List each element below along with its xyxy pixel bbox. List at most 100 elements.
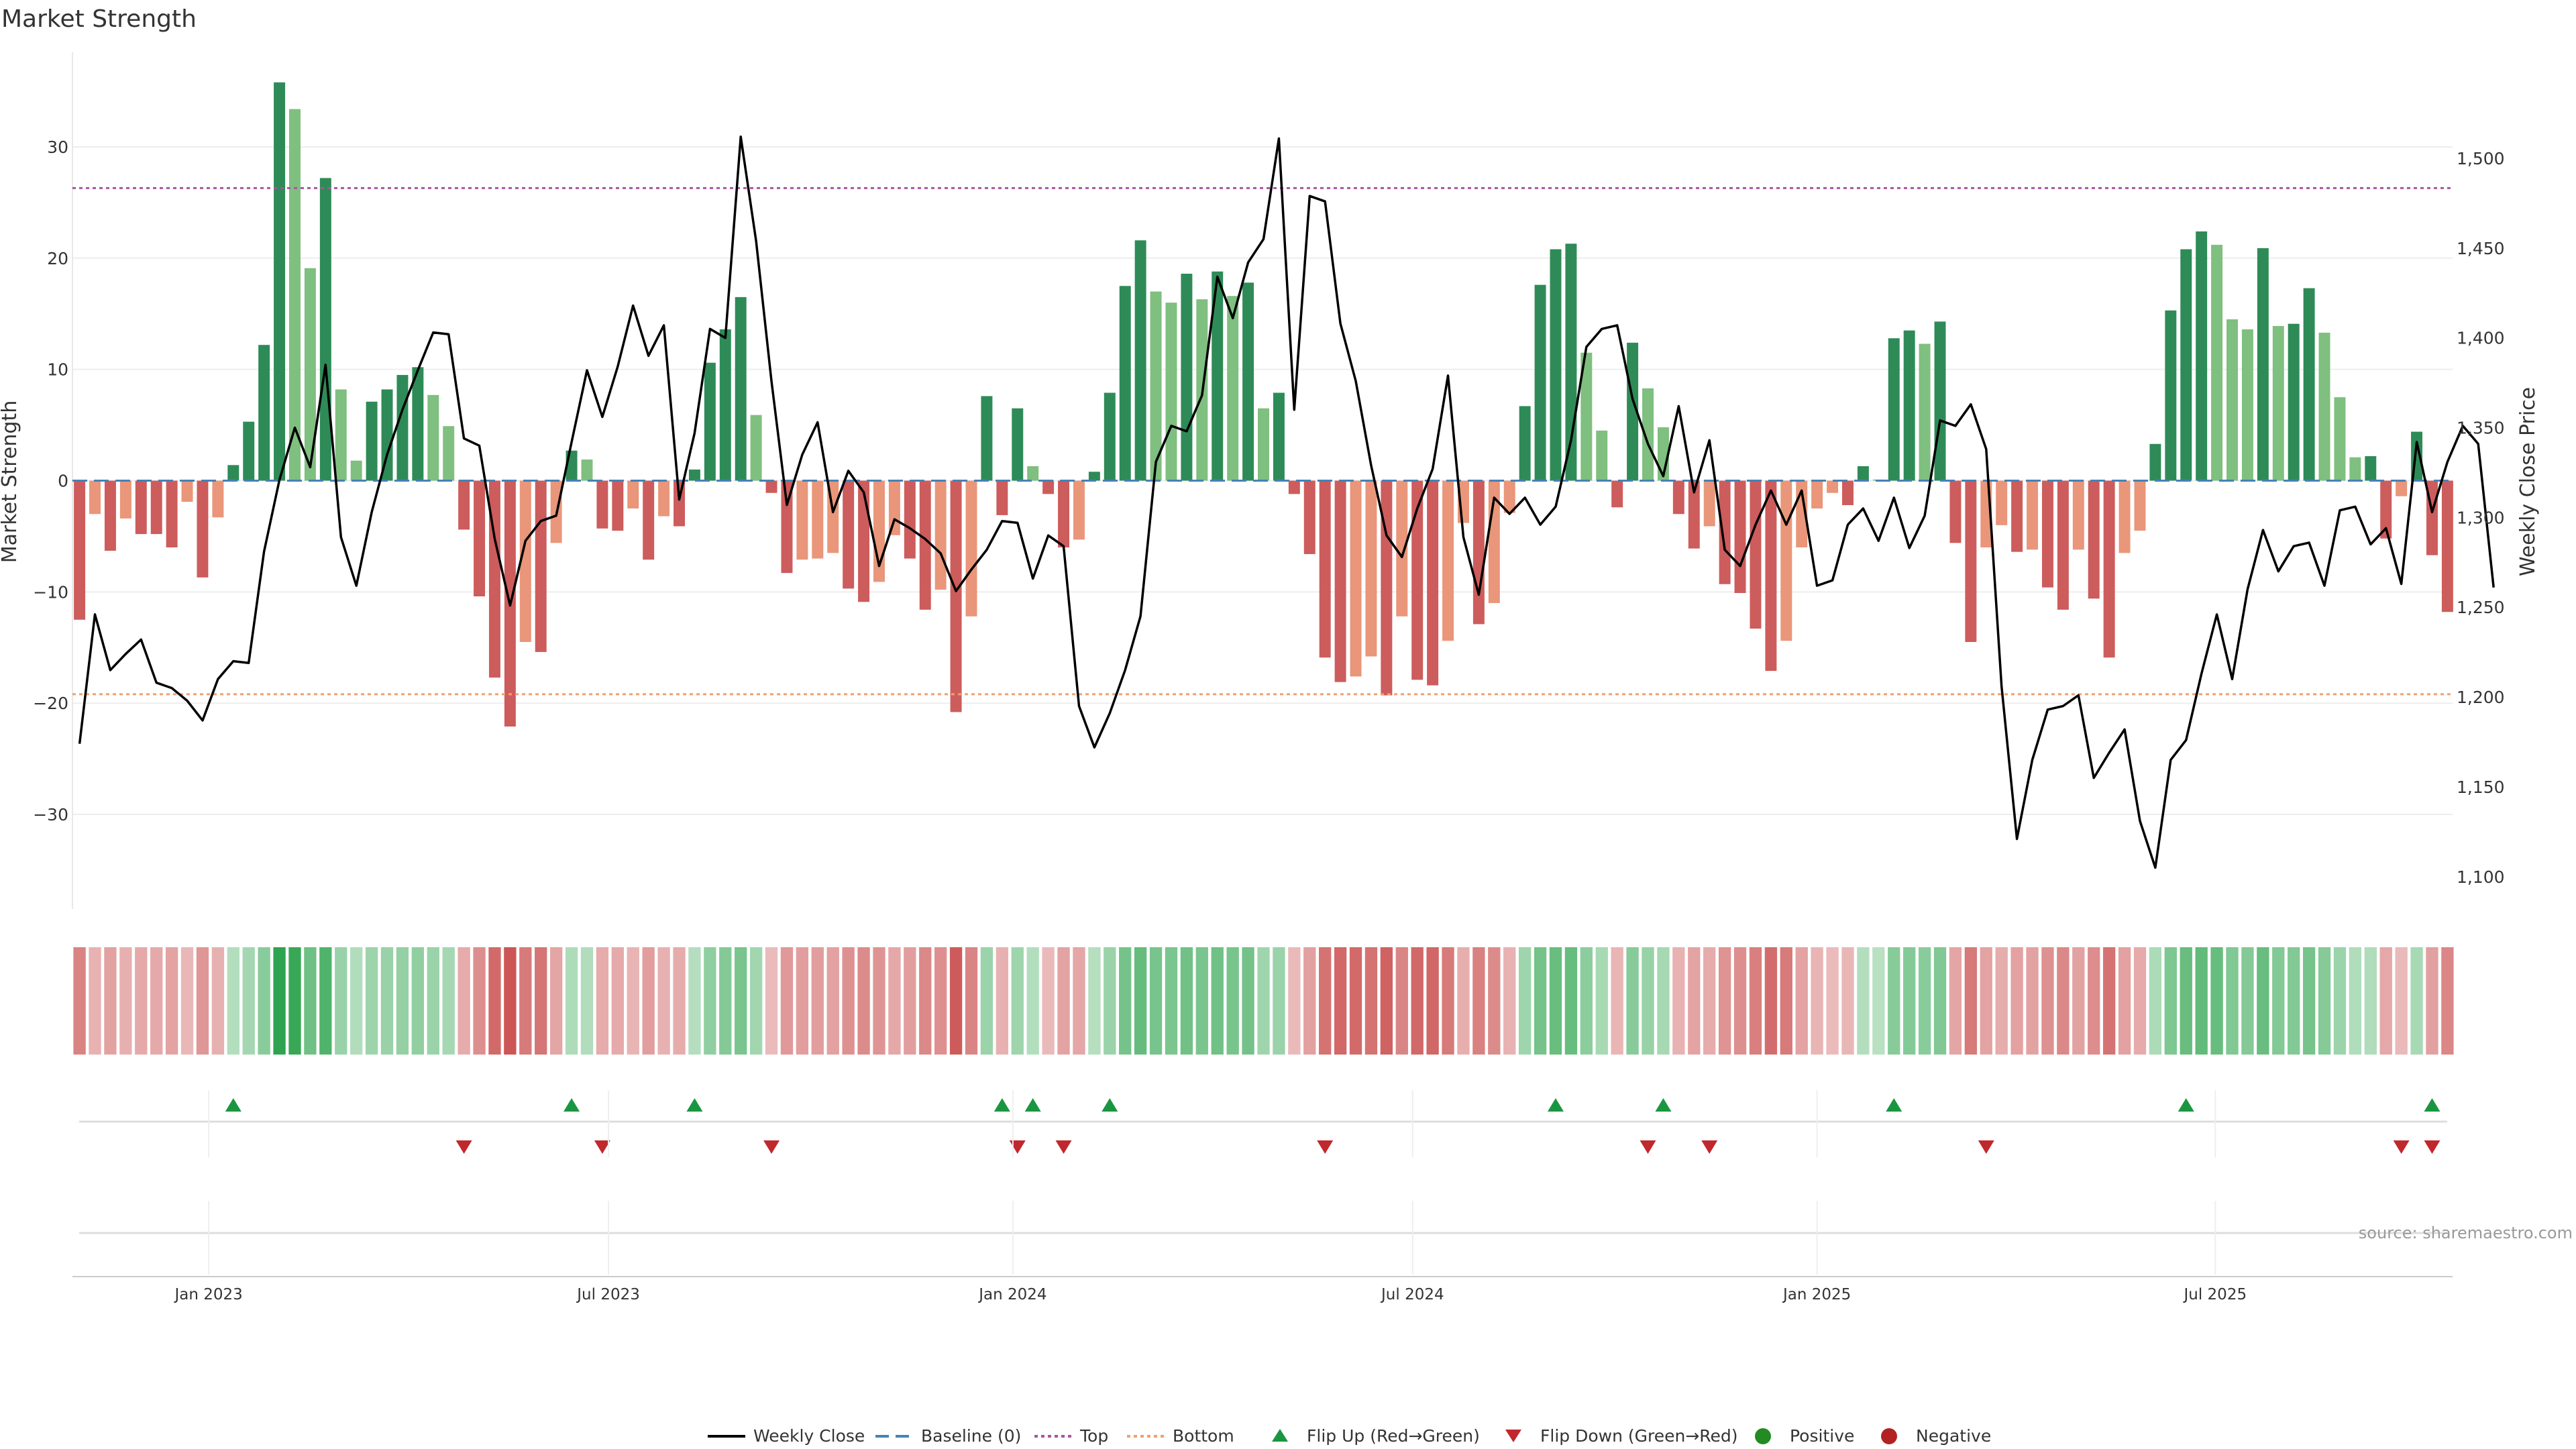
- legend-label: Flip Up (Red→Green): [1307, 1426, 1480, 1446]
- heat-cell: [996, 947, 1009, 1055]
- strength-bar: [258, 345, 270, 481]
- strength-bar: [2027, 480, 2039, 550]
- legend-item: Flip Up (Red→Green): [1272, 1426, 1480, 1446]
- legend-item: Top: [1034, 1426, 1108, 1446]
- strength-bar: [765, 480, 777, 493]
- heat-cell: [1672, 947, 1685, 1055]
- heat-cell: [2072, 947, 2085, 1055]
- flip-down-marker: [594, 1140, 610, 1154]
- strength-bar: [781, 480, 793, 574]
- heat-cell: [1426, 947, 1439, 1055]
- heat-cell: [2395, 947, 2408, 1055]
- heat-cell: [1242, 947, 1254, 1055]
- strength-bar: [1442, 480, 1454, 641]
- flip-up-marker: [2178, 1098, 2194, 1112]
- heat-cell: [396, 947, 409, 1055]
- strength-bar: [627, 480, 639, 508]
- flip-up-marker: [686, 1098, 703, 1112]
- strength-bar: [2149, 443, 2161, 481]
- heat-cell: [596, 947, 609, 1055]
- strength-bar: [1288, 480, 1300, 494]
- strength-bar: [2318, 332, 2330, 481]
- heat-cell: [1549, 947, 1562, 1055]
- heat-cell: [2088, 947, 2100, 1055]
- heat-cell: [704, 947, 716, 1055]
- heat-cell: [242, 947, 255, 1055]
- flip-up-marker: [2424, 1098, 2440, 1112]
- heat-cell: [627, 947, 639, 1055]
- legend-item: Bottom: [1127, 1426, 1234, 1446]
- strength-bar: [843, 480, 855, 589]
- heat-cell: [89, 947, 101, 1055]
- right-axis-title: Weekly Close Price: [2516, 387, 2540, 576]
- strength-bar: [904, 480, 916, 559]
- x-gridlines: [208, 1090, 2216, 1275]
- heat-cell: [811, 947, 824, 1055]
- heat-cell: [857, 947, 870, 1055]
- heat-cell: [1749, 947, 1762, 1055]
- heat-cell: [1303, 947, 1316, 1055]
- left-axis-ticks: −30 −20 −10 0 10 20 30: [33, 138, 68, 824]
- chart-title: Market Strength: [1, 5, 197, 33]
- heat-cell: [1057, 947, 1070, 1055]
- strength-bar: [1580, 352, 1593, 481]
- heat-cell: [104, 947, 117, 1055]
- heat-cell: [1503, 947, 1516, 1055]
- strength-bar: [74, 480, 86, 620]
- heat-cell: [611, 947, 624, 1055]
- strength-bar: [1012, 408, 1024, 481]
- heat-cell: [749, 947, 763, 1055]
- heat-cell: [1918, 947, 1931, 1055]
- strength-bar: [2211, 244, 2223, 481]
- legend-label: Baseline (0): [921, 1426, 1021, 1446]
- strength-bar: [858, 480, 870, 602]
- strength-bar: [919, 480, 931, 610]
- heat-cell: [1841, 947, 1854, 1055]
- strength-bar: [89, 480, 101, 515]
- left-tick-label: 30: [47, 138, 68, 157]
- strength-bar: [181, 480, 193, 502]
- legend-label: Positive: [1790, 1426, 1854, 1446]
- strength-bar: [1411, 480, 1424, 680]
- heat-cell: [2010, 947, 2023, 1055]
- heat-cell: [504, 947, 517, 1055]
- strength-bar: [981, 396, 993, 481]
- strength-bar: [812, 480, 824, 559]
- strength-bar: [1381, 480, 1393, 696]
- heat-cell: [2364, 947, 2377, 1055]
- strength-bar: [1719, 480, 1731, 584]
- heat-cell: [1872, 947, 1885, 1055]
- heat-cell: [119, 947, 132, 1055]
- strength-bar: [2011, 480, 2023, 552]
- heat-cell: [2302, 947, 2316, 1055]
- strength-bar: [2103, 480, 2115, 658]
- strength-bar: [1903, 330, 1915, 481]
- heat-cell: [1795, 947, 1808, 1055]
- strength-bar: [474, 480, 486, 596]
- right-axis-ticks: 1,100 1,150 1,200 1,250 1,300 1,350 1,400 1,450…: [2457, 149, 2505, 887]
- heat-cell: [258, 947, 270, 1055]
- heat-cell: [1964, 947, 1978, 1055]
- right-tick-label: 1,200: [2457, 688, 2505, 707]
- heat-cell: [1395, 947, 1408, 1055]
- heat-cell: [2241, 947, 2254, 1055]
- strength-bar: [581, 459, 593, 481]
- right-tick-label: 1,350: [2457, 419, 2505, 438]
- heat-cell: [473, 947, 486, 1055]
- strength-bar: [1688, 480, 1700, 549]
- heat-cell: [919, 947, 932, 1055]
- heat-cell: [2118, 947, 2131, 1055]
- threshold-lines: [72, 186, 2453, 696]
- legend-item: Weekly Close: [708, 1426, 865, 1446]
- strength-bar: [488, 480, 500, 678]
- strength-bar: [1672, 480, 1684, 515]
- right-tick-label: 1,300: [2457, 508, 2505, 527]
- strength-bar: [612, 480, 624, 531]
- strength-bar: [1703, 480, 1715, 527]
- heat-cell: [1780, 947, 1792, 1055]
- heat-cell: [1088, 947, 1101, 1055]
- heat-cell: [980, 947, 994, 1055]
- legend-item: Negative: [1881, 1426, 1991, 1446]
- heat-cell: [2349, 947, 2362, 1055]
- heat-cell: [2133, 947, 2147, 1055]
